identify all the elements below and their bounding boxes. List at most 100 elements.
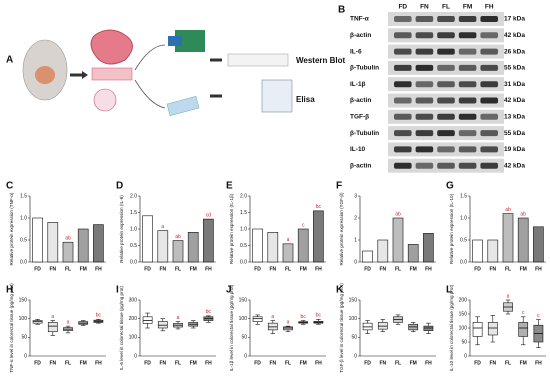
x-tick-label: FN <box>269 266 276 272</box>
bar <box>423 233 434 263</box>
significance-label: cd <box>206 212 212 218</box>
panel-label: J <box>226 285 232 296</box>
y-axis-label: Relative protein expression (TNF-α) <box>9 192 14 265</box>
x-tick-label: FH <box>315 266 322 272</box>
gut-icon <box>35 66 55 84</box>
protein-label: β-Tubulin <box>350 130 379 137</box>
blot-band <box>394 146 412 153</box>
y-tick-label: 200 <box>459 297 468 303</box>
x-tick-label: FN <box>489 266 496 272</box>
protein-label: β-actin <box>350 162 371 169</box>
significance-label: a <box>287 319 290 325</box>
y-tick-label: 0.0 <box>130 259 137 265</box>
blot-band <box>437 113 455 120</box>
blot-band <box>480 32 498 39</box>
size-label: 42 kDa <box>504 162 525 169</box>
blot-band <box>437 146 455 153</box>
y-tick-label: 1.5 <box>240 210 247 216</box>
protein-label: β-Tubulin <box>350 65 379 72</box>
significance-label: c <box>522 310 525 316</box>
bar <box>47 222 59 263</box>
y-tick-label: 0 <box>244 353 247 359</box>
protein-label: IL-10 <box>350 146 366 153</box>
blot-band <box>437 97 455 104</box>
x-tick-label: FH <box>315 360 322 366</box>
cell-icon <box>93 88 117 112</box>
blot-band <box>458 162 477 169</box>
y-tick-label: 300 <box>129 297 138 303</box>
y-tick-label: 1.0 <box>240 226 247 232</box>
y-tick-label: 0.5 <box>240 243 247 249</box>
significance-label: bc <box>316 313 322 319</box>
blot-band <box>394 48 412 55</box>
x-tick-label: FH <box>535 360 542 366</box>
group-label: FN <box>420 4 429 11</box>
blot-band <box>458 97 477 104</box>
significance-label: ab <box>175 234 181 240</box>
bar <box>313 210 324 263</box>
blot-band <box>437 162 455 169</box>
blot-band <box>480 130 498 137</box>
y-tick-label: 150 <box>19 297 28 303</box>
group-label: FL <box>442 4 450 11</box>
blot-band <box>458 32 477 39</box>
y-axis-label: Relative protein expression (IL-1β) <box>229 193 234 264</box>
y-axis-label: IL-1β level in colorectal tissue (pg/mg … <box>229 284 234 371</box>
bar <box>502 213 514 263</box>
blot-band <box>415 64 434 71</box>
x-tick-label: FN <box>49 360 56 366</box>
size-label: 31 kDa <box>504 81 525 88</box>
x-tick-label: FD <box>34 360 41 366</box>
blot-band <box>480 64 498 71</box>
x-tick-label: FL <box>175 360 181 366</box>
blot-band <box>394 97 412 104</box>
y-tick-label: 0 <box>24 353 27 359</box>
significance-label: ab <box>520 211 526 217</box>
bar <box>32 217 43 263</box>
x-tick-label: FL <box>65 266 71 272</box>
panel-label: D <box>116 181 123 192</box>
panel-label: I <box>116 285 119 296</box>
bar <box>187 232 199 263</box>
x-tick-label: FN <box>159 360 166 366</box>
blot-band <box>394 16 412 22</box>
bar <box>533 226 544 263</box>
size-label: 19 kDa <box>504 146 525 153</box>
x-tick-label: FD <box>364 360 371 366</box>
protein-label: β-actin <box>350 97 371 104</box>
panel-label: K <box>336 285 344 296</box>
significance-label: a <box>51 314 54 320</box>
blot-band <box>458 48 477 55</box>
y-tick-label: 0 <box>464 353 467 359</box>
y-tick-label: 1.5 <box>130 210 137 216</box>
x-tick-label: FD <box>474 360 481 366</box>
protein-label: TGF-β <box>350 114 369 121</box>
box <box>472 322 483 337</box>
arrow <box>134 44 166 71</box>
x-tick-label: FN <box>49 266 56 272</box>
panel-label: L <box>446 285 452 296</box>
x-tick-label: FH <box>425 360 432 366</box>
y-tick-label: 0 <box>134 353 137 359</box>
bar <box>362 250 373 263</box>
blot-band <box>415 32 434 39</box>
box <box>142 316 153 324</box>
tissue-icon <box>91 67 133 81</box>
x-tick-label: FH <box>205 266 212 272</box>
colon-icon <box>90 29 133 65</box>
y-tick-label: 1 <box>354 237 357 243</box>
blot-band <box>394 113 412 120</box>
blot-band <box>415 162 434 169</box>
panel-label: B <box>338 5 345 16</box>
x-tick-label: FN <box>379 266 386 272</box>
y-tick-label: 100 <box>349 316 358 322</box>
bar <box>157 230 169 263</box>
bar <box>517 217 529 263</box>
significance-label: ab <box>505 207 511 213</box>
box <box>487 322 498 336</box>
blot-band <box>458 16 477 22</box>
x-tick-label: FM <box>410 360 417 366</box>
blot-band <box>415 16 434 22</box>
blot-band <box>437 130 455 137</box>
blot-band <box>458 81 477 88</box>
